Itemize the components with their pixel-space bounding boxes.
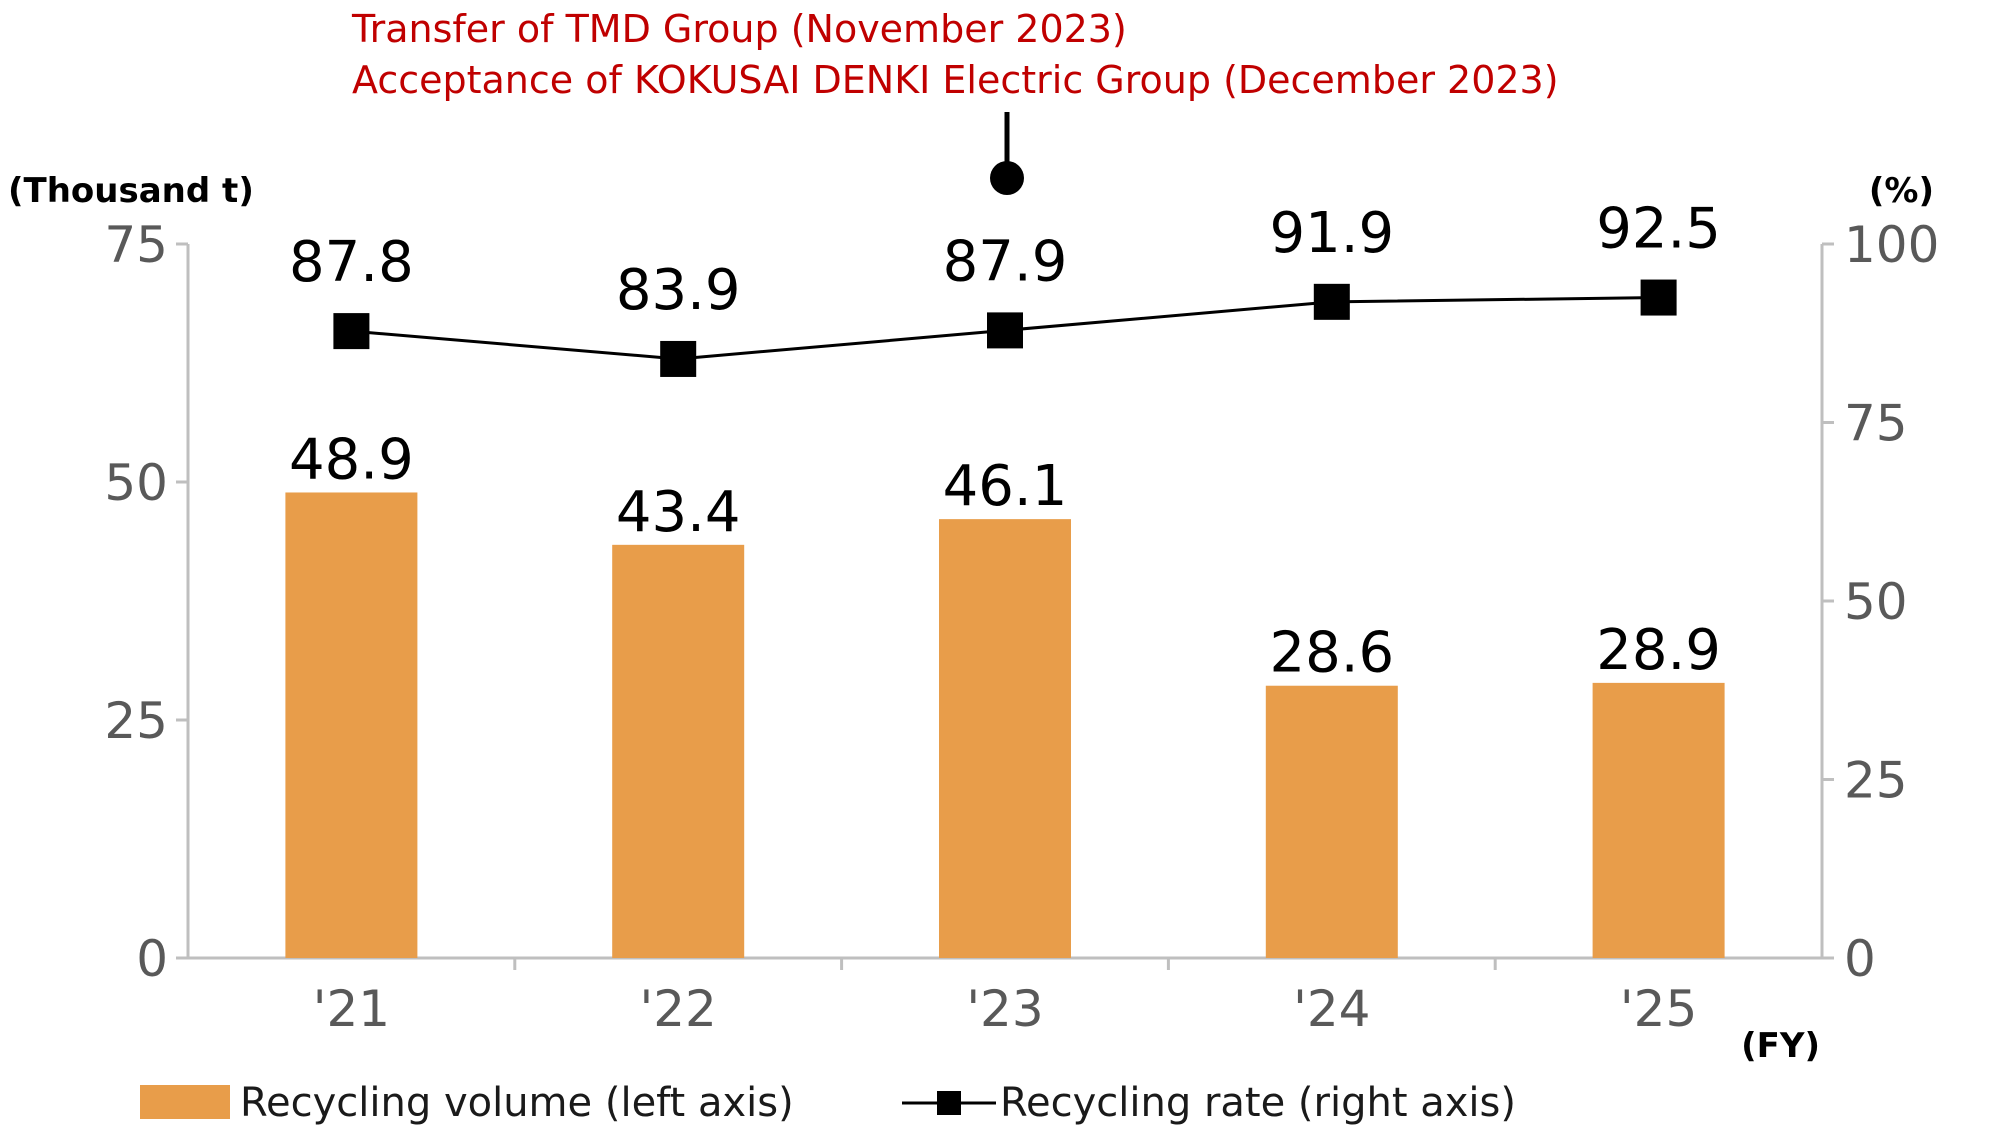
bar-value-label: 43.4 bbox=[616, 480, 741, 545]
annotation-line-1: Transfer of TMD Group (November 2023) bbox=[351, 7, 1127, 51]
rate-value-label: 87.8 bbox=[289, 230, 414, 295]
rate-marker bbox=[1313, 283, 1350, 320]
bar-value-label: 48.9 bbox=[289, 427, 414, 492]
left-tick-label: 25 bbox=[104, 692, 168, 750]
x-tick-label: '22 bbox=[640, 980, 717, 1038]
legend-line-marker bbox=[937, 1091, 961, 1115]
right-tick-label: 75 bbox=[1844, 395, 1908, 453]
x-tick-label: '23 bbox=[966, 980, 1043, 1038]
bar-value-label: 28.6 bbox=[1269, 621, 1394, 686]
x-tick-label: '24 bbox=[1293, 980, 1370, 1038]
rate-marker bbox=[1640, 279, 1677, 316]
rate-value-label: 87.9 bbox=[943, 229, 1068, 294]
bar-value-label: 46.1 bbox=[943, 454, 1068, 519]
legend-line-label: Recycling rate (right axis) bbox=[1000, 1080, 1516, 1126]
annotation-line-2: Acceptance of KOKUSAI DENKI Electric Gro… bbox=[352, 58, 1559, 102]
rate-marker bbox=[987, 312, 1023, 349]
rate-value-label: 83.9 bbox=[616, 258, 741, 323]
x-tick-label: '25 bbox=[1620, 980, 1697, 1038]
annotation-pin-dot bbox=[990, 161, 1024, 195]
rate-value-label: 92.5 bbox=[1596, 197, 1721, 262]
rate-marker bbox=[660, 340, 697, 377]
rate-marker bbox=[333, 313, 370, 350]
x-axis-unit: (FY) bbox=[1741, 1026, 1820, 1066]
left-tick-label: 75 bbox=[104, 216, 168, 274]
bar-value-label: 28.9 bbox=[1596, 618, 1721, 683]
bar bbox=[285, 492, 418, 958]
right-tick-label: 100 bbox=[1844, 216, 1939, 274]
bar bbox=[939, 519, 1071, 958]
legend: Recycling volume (left axis) Recycling r… bbox=[140, 1080, 1516, 1126]
right-tick-label: 50 bbox=[1844, 573, 1908, 631]
bar bbox=[1592, 682, 1725, 958]
bar bbox=[612, 544, 745, 958]
left-tick-label: 0 bbox=[136, 930, 168, 988]
x-tick-label: '21 bbox=[313, 980, 390, 1038]
left-axis-unit: (Thousand t) bbox=[8, 171, 254, 211]
rate-value-label: 91.9 bbox=[1269, 201, 1394, 266]
bar bbox=[1265, 685, 1398, 958]
right-tick-label: 25 bbox=[1844, 752, 1908, 810]
right-axis-unit: (%) bbox=[1869, 171, 1934, 211]
right-tick-label: 0 bbox=[1844, 930, 1876, 988]
annotation: Transfer of TMD Group (November 2023) Ac… bbox=[351, 7, 1559, 195]
legend-bar-swatch bbox=[140, 1085, 230, 1119]
legend-bar-label: Recycling volume (left axis) bbox=[240, 1080, 794, 1126]
left-tick-label: 50 bbox=[104, 454, 168, 512]
